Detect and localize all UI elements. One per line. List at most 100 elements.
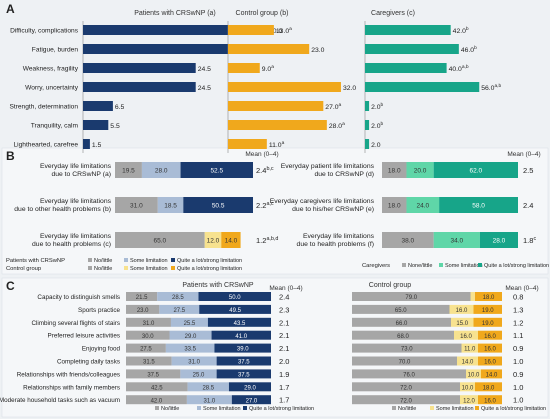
bar-segment	[231, 395, 271, 405]
mean-value: 1.0	[513, 396, 523, 405]
category-label: Fatigue, burden	[32, 47, 79, 54]
legend-label: Some limitation	[130, 258, 168, 264]
mean-value: 0.9	[513, 370, 523, 379]
segment-label: 25.5	[184, 321, 196, 327]
data-label: 40.0a,b	[449, 64, 469, 73]
category-label: due to his/her CRSwNP (e)	[292, 206, 374, 213]
bar-segment	[126, 330, 170, 340]
bar-segment	[478, 356, 502, 366]
bar	[83, 120, 109, 130]
bar	[365, 82, 480, 92]
mean-header: Mean (0–4)	[245, 151, 278, 158]
segment-label: 37.5	[147, 373, 159, 379]
mean-value: 1.3	[513, 305, 523, 314]
legend-label: Some limitation	[445, 263, 483, 269]
bar	[228, 139, 267, 149]
segment-label: 37.5	[238, 373, 250, 379]
bar-segment	[473, 317, 502, 327]
bar-segment	[214, 343, 271, 353]
bar	[365, 101, 370, 111]
panel-b-label: B	[6, 149, 15, 163]
bar-segment	[473, 304, 502, 314]
bar	[83, 44, 231, 54]
data-label: 11.0a	[269, 141, 285, 149]
panel-title: Patients with CRSwNP	[182, 282, 254, 289]
segment-label: 19.0	[482, 308, 494, 314]
mean-value: 2.1	[279, 331, 289, 340]
category-label: due to other health problems (b)	[14, 206, 111, 213]
legend-label: No/little	[94, 258, 112, 264]
segment-label: 30.0	[142, 334, 154, 340]
mean-value: 2.2a,c	[256, 201, 274, 210]
data-label: 24.5	[198, 85, 211, 92]
bar-segment	[216, 356, 271, 366]
legend-swatch	[392, 406, 396, 410]
data-label: 13.0a	[276, 27, 292, 35]
bar-segment	[466, 369, 481, 379]
bar-segment	[171, 356, 217, 366]
legend-label: Quite a lot/strong limitation	[484, 263, 549, 269]
bar-segment	[406, 162, 434, 178]
category-label: Capacity to distinguish smells	[37, 294, 120, 301]
segment-label: 14.0	[225, 238, 238, 245]
segment-label: 25.0	[193, 373, 205, 379]
segment-label: 14.0	[462, 360, 474, 366]
segment-label: 65.0	[395, 308, 407, 314]
data-label: 2.0	[371, 142, 381, 149]
bar-segment	[481, 369, 502, 379]
mean-value: 2.1	[279, 318, 289, 327]
mean-value: 2.5	[523, 166, 533, 175]
bar-segment	[169, 330, 212, 340]
bar-segment	[352, 343, 462, 353]
data-label: 2.0b	[371, 102, 383, 111]
legend-group: Patients with CRSwNP	[6, 258, 65, 264]
mean-header: Mean (0–4)	[269, 285, 302, 292]
mean-value: 1.2a,b,d	[256, 236, 278, 245]
bar-segment	[352, 369, 466, 379]
legend-swatch	[430, 406, 434, 410]
bar-segment	[352, 317, 451, 327]
bar-segment	[352, 292, 471, 301]
segment-label: 27.5	[173, 308, 185, 314]
legend-swatch	[171, 258, 175, 262]
mean-value: 1.9	[279, 370, 289, 379]
bar-segment	[216, 369, 271, 379]
bar-segment	[433, 232, 480, 248]
segment-label: 16.0	[484, 360, 496, 366]
bar-segment	[211, 330, 271, 340]
legend-swatch	[88, 266, 92, 270]
data-label: 40.0	[269, 28, 282, 35]
legend-swatch	[478, 263, 482, 267]
bar-segment	[457, 356, 478, 366]
segment-label: 29.0	[185, 334, 197, 340]
mean-value: 1.0	[513, 383, 523, 392]
bar-segment	[433, 162, 518, 178]
legend-swatch	[124, 258, 128, 262]
category-label: Difficulty, complications	[10, 28, 79, 35]
data-label: 9.0a	[262, 65, 274, 73]
segment-label: 31.5	[143, 360, 155, 366]
segment-label: 28.5	[202, 385, 214, 391]
bar	[83, 101, 113, 111]
category-label: Weakness, fragility	[23, 66, 79, 73]
bar-segment	[170, 317, 208, 327]
category-label: Completing daily tasks	[57, 359, 120, 366]
category-label: Everyday caregivers life limitations	[270, 198, 375, 205]
segment-label: 38.0	[402, 238, 415, 245]
category-label: Everyday life limitations	[40, 198, 112, 205]
bar	[365, 120, 370, 130]
data-label: 6.5	[115, 104, 125, 111]
bar-segment	[460, 382, 475, 392]
category-label: due to health problems (c)	[32, 241, 111, 248]
segment-label: 16.0	[484, 347, 496, 353]
segment-label: 14.0	[486, 373, 498, 379]
category-label: Preferred leisure activities	[48, 333, 120, 340]
segment-label: 42.5	[151, 385, 163, 391]
data-label: 32.0	[343, 85, 356, 92]
legend-swatch	[243, 406, 247, 410]
bar-segment	[126, 317, 171, 327]
bar	[228, 101, 324, 111]
mean-header: Mean (0–4)	[505, 285, 538, 292]
legend-group: Control group	[6, 266, 41, 272]
segment-label: 68.0	[397, 334, 409, 340]
